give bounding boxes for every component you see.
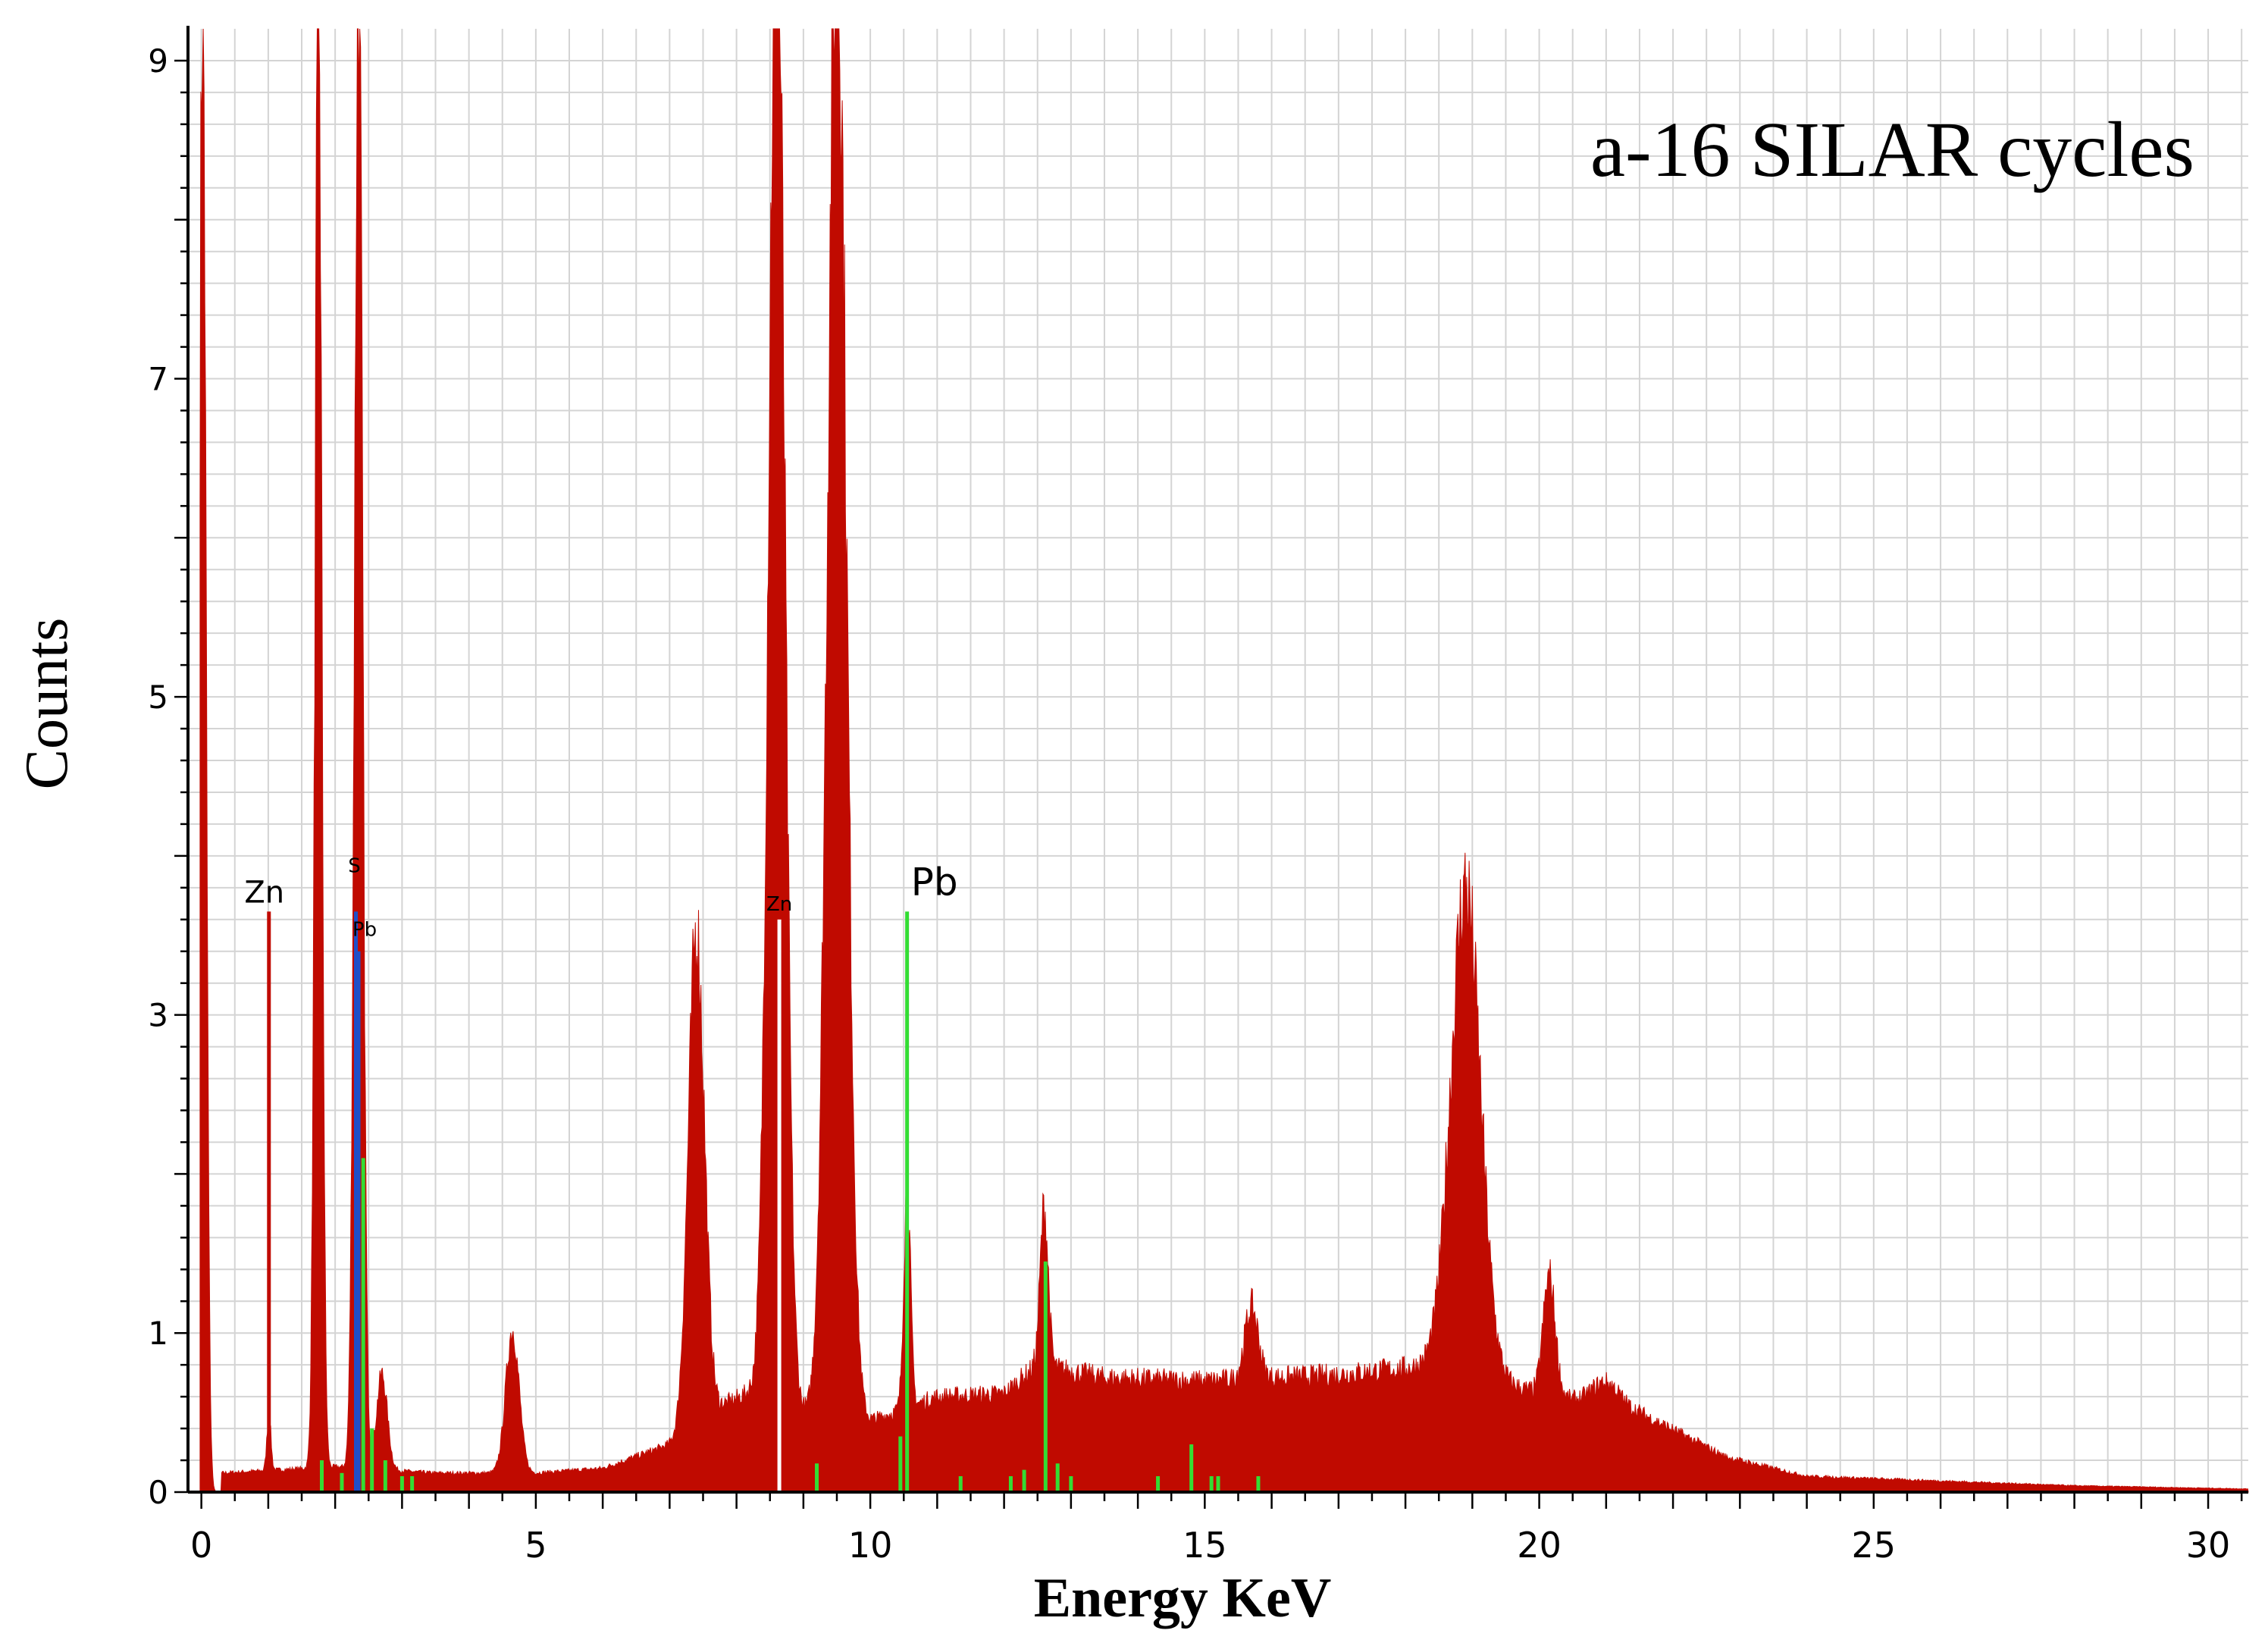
y-tick-label: 1 <box>148 1315 168 1352</box>
marker-line-pb <box>905 911 910 1492</box>
y-tick-label: 3 <box>148 997 168 1034</box>
marker-label-zn: Zn <box>244 875 284 910</box>
pb-minor-line <box>1256 1476 1261 1492</box>
marker-label-s: S <box>348 854 361 877</box>
pb-minor-line <box>399 1476 404 1492</box>
pb-minor-line <box>1055 1463 1060 1492</box>
x-tick-label: 30 <box>2186 1525 2231 1566</box>
x-tick-label: 25 <box>1852 1525 1897 1566</box>
pb-minor-line <box>1069 1476 1073 1492</box>
chart-title: a-16 SILAR cycles <box>1590 106 2194 193</box>
pb-minor-line <box>815 1463 819 1492</box>
tick-labels: 0 1 3 5 7 9 0 5 10 15 20 25 30 <box>148 42 2230 1566</box>
spectrum-area <box>199 28 2249 1493</box>
pb-minor-line <box>1189 1444 1194 1492</box>
x-tick-label: 15 <box>1183 1525 1227 1566</box>
axes <box>174 26 2248 1509</box>
x-tick-label: 10 <box>848 1525 893 1566</box>
y-tick-label: 7 <box>148 361 168 398</box>
marker-line-s <box>353 911 358 1492</box>
pb-minor-line <box>1216 1476 1220 1492</box>
marker-label-pb: Pb <box>911 860 958 904</box>
x-tick-label: 0 <box>190 1525 212 1566</box>
y-tick-label: 5 <box>148 679 168 716</box>
x-tick-label: 5 <box>525 1525 547 1566</box>
pb-minor-line <box>1043 1261 1048 1492</box>
pb-minor-line <box>1209 1476 1214 1492</box>
y-axis-label: Counts <box>14 618 80 790</box>
pb-minor-line <box>383 1460 387 1492</box>
x-axis-label: Energy KeV <box>1034 1567 1332 1629</box>
marker-line-pb <box>356 951 361 1492</box>
marker-label-pb: Pb <box>352 919 377 942</box>
y-tick-label: 0 <box>148 1474 168 1511</box>
pb-minor-line <box>340 1472 344 1492</box>
pb-minor-line <box>1022 1469 1026 1492</box>
y-tick-label: 9 <box>148 42 168 80</box>
pb-minor-line <box>361 1158 365 1492</box>
spectrum <box>199 28 2249 1493</box>
pb-minor-line <box>410 1476 415 1492</box>
pb-minor-line <box>1008 1476 1013 1492</box>
pb-minor-line <box>319 1460 324 1492</box>
element-markers: Zn S Pb Zn Pb <box>244 854 1261 1492</box>
marker-line-zn <box>777 919 782 1492</box>
x-tick-label: 20 <box>1517 1525 1562 1566</box>
marker-line-zn <box>267 911 271 1492</box>
pb-minor-line <box>370 1428 374 1492</box>
pb-minor-line <box>958 1476 963 1492</box>
marker-label-zn: Zn <box>766 893 792 916</box>
pb-minor-line <box>1156 1476 1161 1492</box>
pb-minor-line <box>898 1436 903 1492</box>
